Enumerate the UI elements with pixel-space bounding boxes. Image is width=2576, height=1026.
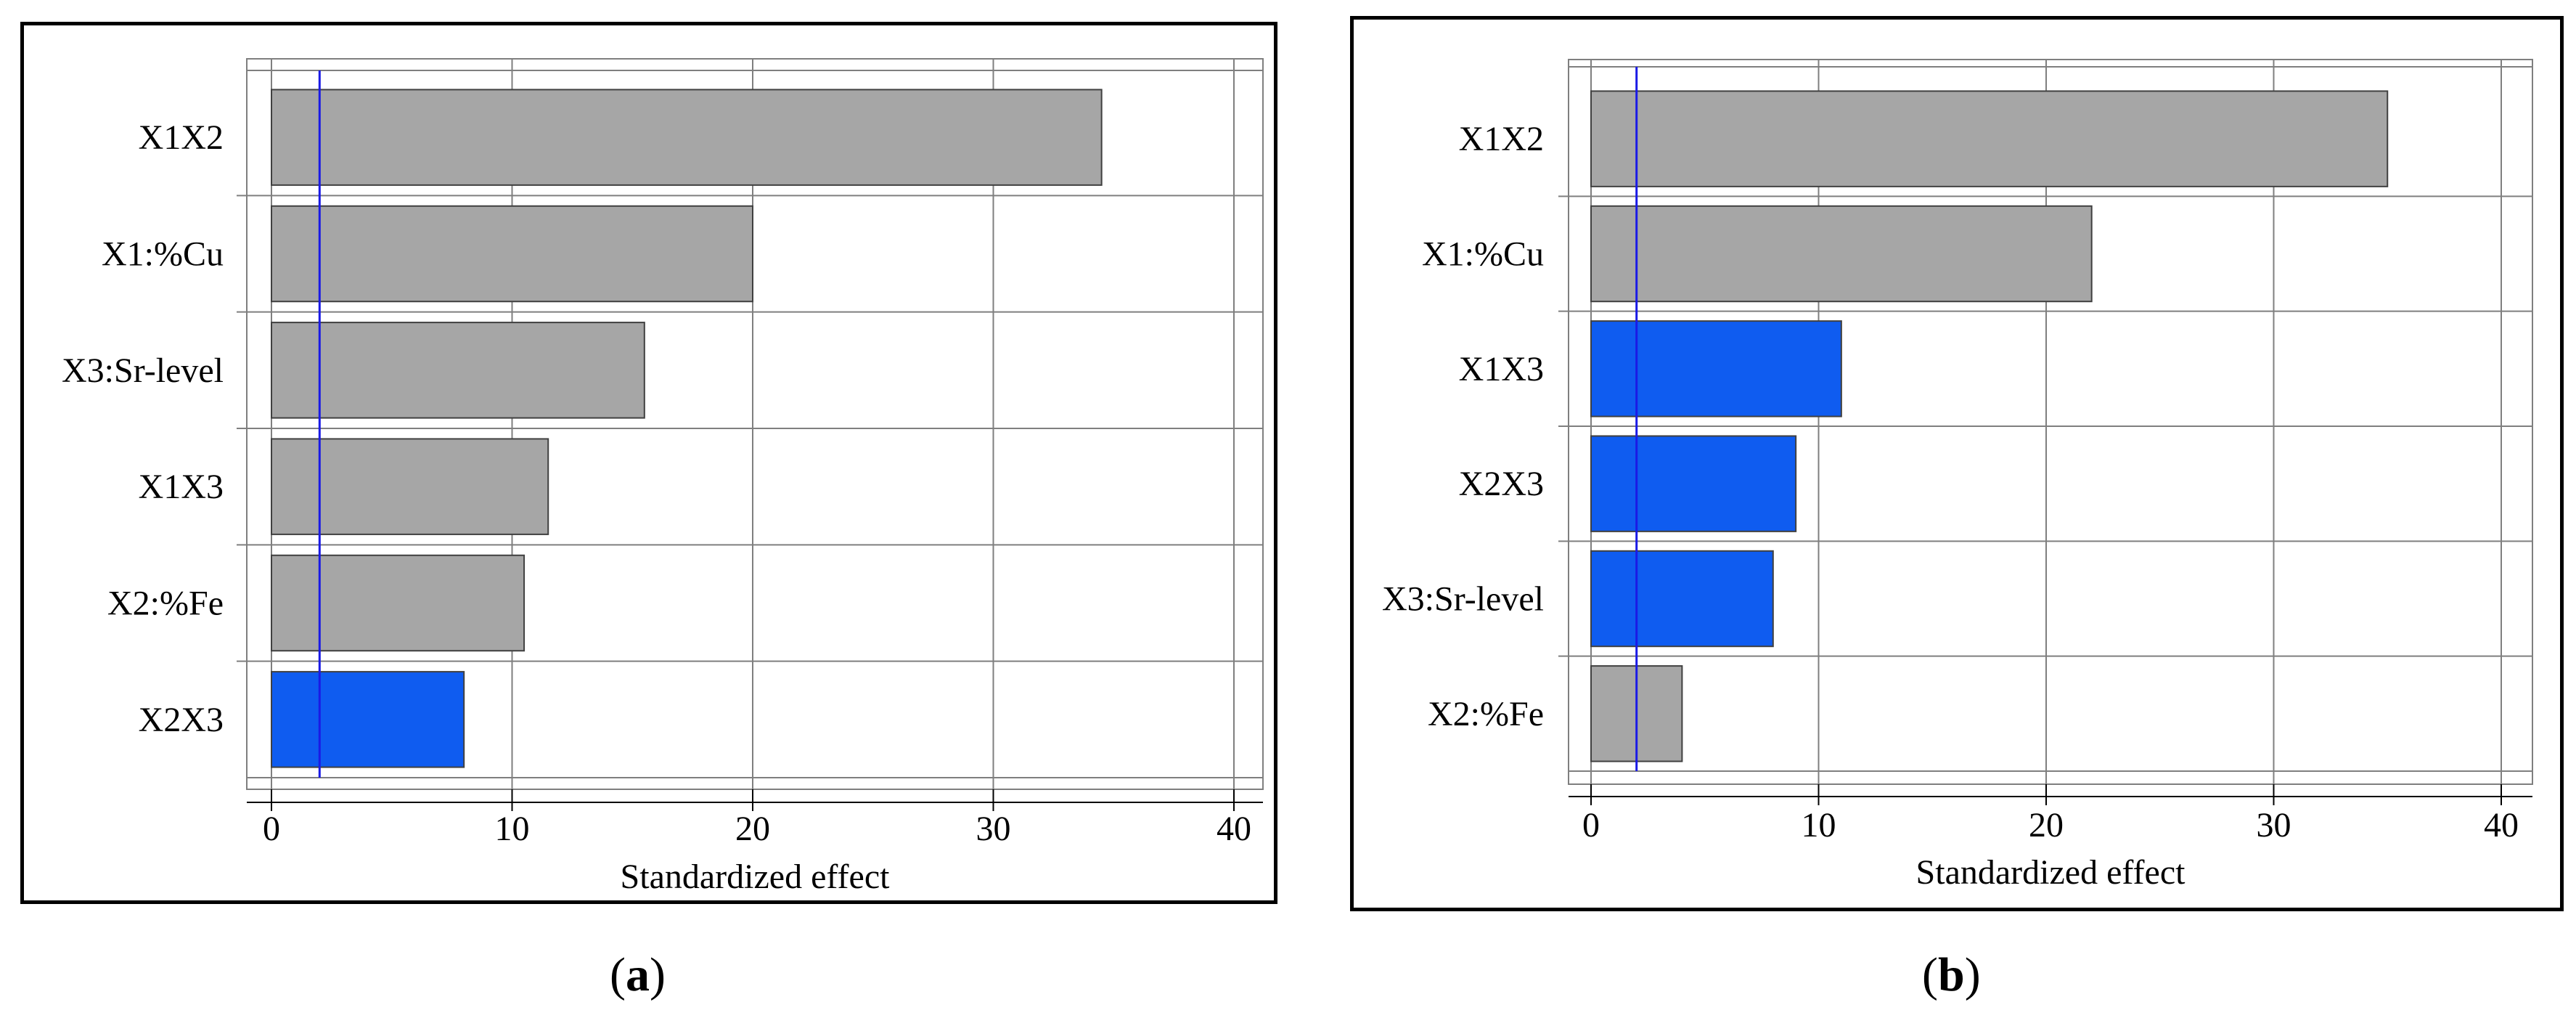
- bar: [1590, 90, 2389, 187]
- bar: [271, 671, 465, 768]
- x-tick-label: 20: [735, 810, 770, 848]
- pareto-chart-b: X1X2 X1:%Cu X1X3 X2X3 X3:Sr-level X2:%Fe 0 10 20…: [1382, 59, 2533, 892]
- bar: [1590, 550, 1774, 648]
- x-tick-label: 10: [495, 810, 530, 848]
- category-label: X1X2: [1459, 120, 1544, 158]
- bar: [271, 322, 645, 419]
- caption-b: (b): [1922, 948, 1981, 1001]
- x-tick-label: 40: [1217, 810, 1251, 848]
- x-axis-title: Standardized effect: [621, 858, 891, 896]
- category-label: X1X3: [139, 468, 224, 506]
- chart-panel-b: X1X2 X1:%Cu X1X3 X2X3 X3:Sr-level X2:%Fe 0 10 20…: [1350, 16, 2564, 911]
- bar: [271, 554, 526, 652]
- bar: [1590, 320, 1842, 418]
- bar: [1590, 205, 2093, 303]
- x-tick-label: 30: [2257, 806, 2291, 844]
- category-label: X2X3: [139, 701, 224, 739]
- category-label: X1X3: [1459, 350, 1544, 388]
- caption-a: (a): [610, 948, 666, 1001]
- category-label: X2:%Fe: [1428, 695, 1544, 733]
- bar: [271, 89, 1103, 186]
- x-tick-label: 0: [1582, 806, 1600, 844]
- x-tick-label: 30: [976, 810, 1011, 848]
- category-label: X2X3: [1459, 465, 1544, 503]
- x-axis-title: Standardized effect: [1916, 853, 2186, 892]
- bar: [1590, 435, 1797, 532]
- category-label: X1:%Cu: [102, 235, 224, 274]
- x-tick-label: 10: [1802, 806, 1836, 844]
- chart-panel-a: X1X2 X1:%Cu X3:Sr-level X1X3 X2:%Fe X2X3 0 10 20…: [20, 22, 1277, 904]
- category-label: X2:%Fe: [107, 585, 224, 623]
- bar: [271, 205, 753, 303]
- category-label: X3:Sr-level: [62, 351, 224, 390]
- x-tick-label: 20: [2029, 806, 2064, 844]
- category-label: X3:Sr-level: [1382, 580, 1544, 619]
- category-label: X1X2: [139, 118, 224, 157]
- bar: [271, 438, 549, 535]
- x-tick-label: 40: [2484, 806, 2519, 844]
- x-tick-label: 0: [263, 810, 280, 848]
- category-label: X1:%Cu: [1422, 235, 1544, 274]
- pareto-chart-a: X1X2 X1:%Cu X3:Sr-level X1X3 X2:%Fe X2X3 0 10 20…: [62, 58, 1264, 896]
